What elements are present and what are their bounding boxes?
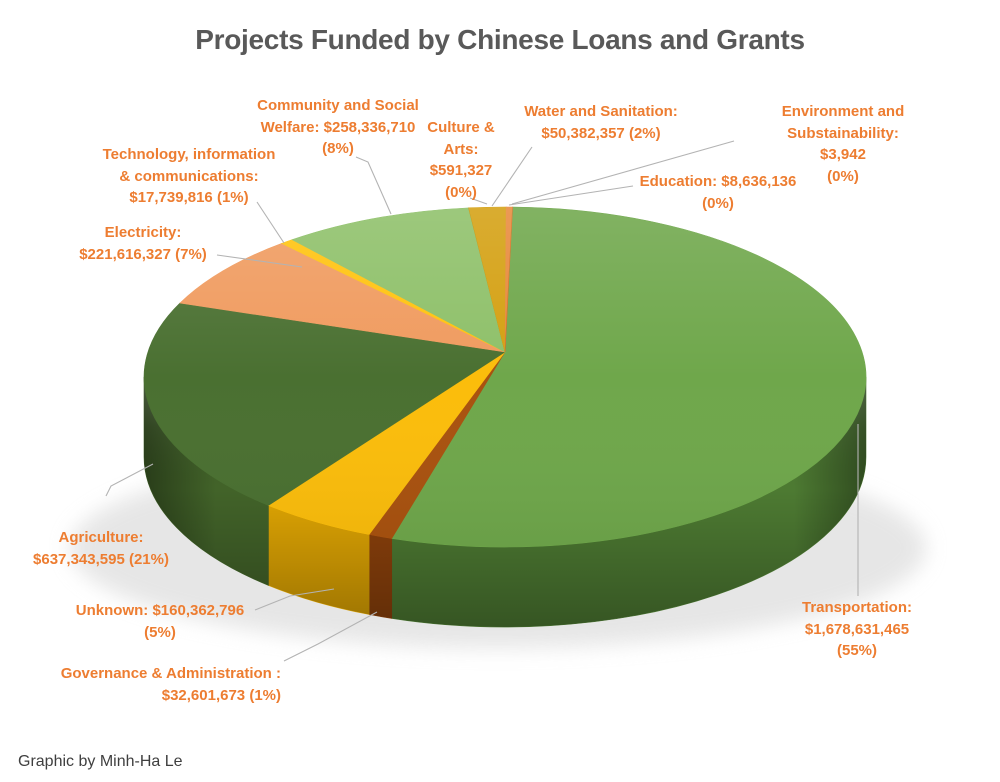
slice-label-technology-information-communications: Technology, information & communications…: [102, 146, 276, 206]
slice-label-agriculture: Agriculture: $637,343,595 (21%): [33, 529, 169, 568]
slice-label-unknown: Unknown: $160,362,796 (5%): [75, 602, 245, 641]
credit-text: Graphic by Minh-Ha Le: [18, 753, 183, 770]
label-leader-lines: [105, 140, 859, 662]
slice-label-electricity: Electricity: $221,616,327 (7%): [79, 224, 207, 263]
slice-label-culture-arts: Culture & Arts: $591,327 (0%): [427, 119, 495, 201]
leader-culture-arts: [469, 197, 488, 205]
leader-environment-substainability: [511, 140, 735, 205]
slice-label-community-social-welfare: Community and Social Welfare: $258,336,7…: [257, 97, 419, 157]
leader-water-sanitation: [491, 146, 533, 207]
slice-label-environment-substainability: Environment and Substainability: $3,942 …: [781, 103, 905, 185]
chart-title: Projects Funded by Chinese Loans and Gra…: [195, 24, 805, 55]
leader-electricity: [216, 254, 303, 268]
slice-label-water-sanitation: Water and Sanitation: $50,382,357 (2%): [524, 103, 678, 142]
leader-unknown: [254, 588, 335, 611]
leader-community-social-welfare: [355, 156, 392, 215]
slice-label-governance-administration: Governance & Administration : $32,601,67…: [60, 665, 281, 704]
slice-label-education: Education: $8,636,136 (0%): [639, 173, 797, 212]
pie-side-sheen: [144, 377, 866, 627]
slice-label-transportation: Transportation: $1,678,631,465 (55%): [801, 599, 912, 659]
pie-top-sheen: [144, 207, 866, 547]
leader-education: [508, 185, 634, 206]
leader-governance-administration: [283, 611, 378, 662]
leader-technology-information-communications: [256, 201, 285, 244]
leader-agriculture: [105, 463, 154, 497]
